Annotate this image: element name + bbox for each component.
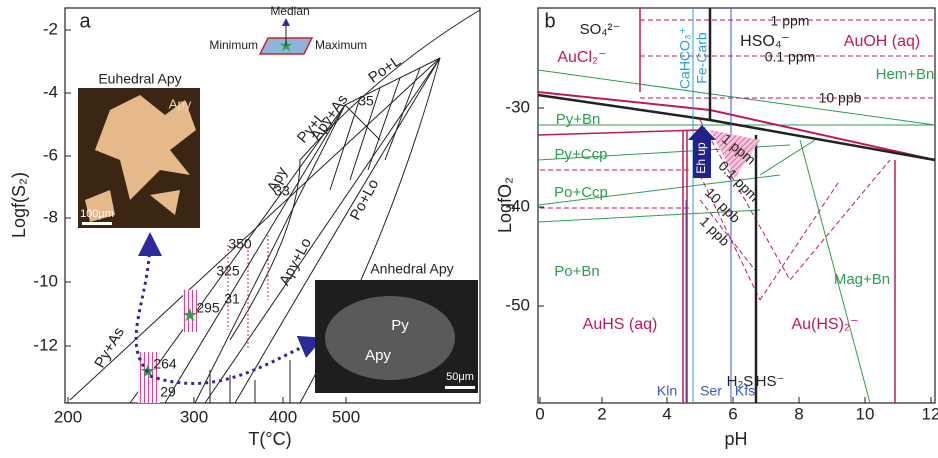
- x-tick-label: 500: [332, 407, 360, 426]
- scale-bar: [82, 222, 112, 225]
- scale-label: 100μm: [80, 208, 114, 220]
- contour-label: 1 ppm: [771, 13, 810, 29]
- x-tick-label: 400: [269, 407, 297, 426]
- y-axis-label: Logf(S₂): [9, 172, 29, 238]
- inset-title: Euhedral Apy: [98, 71, 181, 87]
- assemblage-label: Py+Bn: [556, 111, 601, 128]
- inset-title: Anhedral Apy: [370, 261, 453, 277]
- y-tick-label: -50: [505, 295, 530, 314]
- x-tick-label: 200: [54, 407, 82, 426]
- x-tick-label: 2: [597, 404, 606, 423]
- contour-label: 0.1 ppm: [765, 49, 816, 65]
- assemblage-label: Po+Bn: [554, 263, 599, 280]
- assemblage-label: Hem+Bn: [876, 66, 935, 83]
- contour-label: 33: [274, 183, 290, 199]
- field-label: Po+Lo: [347, 176, 383, 223]
- assemblage-label: Mag+Bn: [834, 271, 890, 288]
- contour-label: 325: [216, 263, 240, 279]
- legend-label: Median: [270, 4, 309, 18]
- species-label: HSO₄⁻: [740, 33, 790, 50]
- species-label: Au(HS)₂⁻: [791, 316, 858, 333]
- field-label: Apy+Lo: [276, 235, 315, 288]
- scale-label: 50μm: [446, 371, 474, 383]
- x-tick-label: 4: [662, 404, 671, 423]
- x-axis-label: T(°C): [248, 429, 291, 449]
- mineral-label: Ser: [700, 383, 722, 399]
- y-axis-label: LogfO₂: [495, 177, 515, 233]
- arrow-label: Eh up: [694, 142, 708, 174]
- x-axis-label: pH: [724, 429, 747, 449]
- contour-label: 29: [160, 384, 176, 400]
- x-tick-label: 300: [180, 407, 208, 426]
- x-tick-label: 12: [922, 404, 938, 423]
- panel-a-lines: ★ ★ ★: [65, 8, 480, 403]
- species-label: AuOH (aq): [844, 33, 920, 50]
- mineral-label: Apy: [365, 347, 391, 364]
- field-label: Py+As: [91, 325, 128, 371]
- y-tick-label: -12: [33, 335, 58, 354]
- mineral-label: Apy: [169, 96, 192, 111]
- panel-label: a: [79, 10, 91, 32]
- mineral-label: Py: [391, 317, 409, 334]
- scale-bar: [445, 386, 475, 389]
- assemblage-label: Py+Ccp: [555, 146, 608, 163]
- x-tick-label: 0: [535, 404, 544, 423]
- species-label: Fe-Carb: [694, 32, 710, 84]
- x-tick-label: 8: [794, 404, 803, 423]
- y-tick-label: -4: [43, 82, 58, 101]
- contour-label: 350: [228, 236, 252, 252]
- y-tick-label: -10: [33, 271, 58, 290]
- species-label: AuCl₂⁻: [557, 49, 606, 66]
- contour-label: 35: [358, 93, 374, 109]
- species-label: SO₄²⁻: [580, 21, 621, 38]
- contour-label: 264: [153, 356, 177, 372]
- legend-label: Minimum: [209, 38, 258, 52]
- legend-label: Maximum: [315, 38, 367, 52]
- contour-label: 31: [224, 291, 240, 307]
- x-tick-label: 10: [856, 404, 875, 423]
- y-tick-label: -2: [43, 19, 58, 38]
- y-tick-label: -6: [43, 145, 58, 164]
- panel-label: b: [544, 10, 555, 32]
- grain: [325, 296, 455, 380]
- contour-label: 10 ppb: [819, 90, 862, 106]
- assemblage-label: Po+Ccp: [554, 184, 608, 201]
- species-label: AuHS (aq): [583, 316, 658, 333]
- y-tick-label: -8: [43, 207, 58, 226]
- species-label: HS⁻: [756, 373, 785, 390]
- x-tick-label: 6: [728, 404, 737, 423]
- species-label: CaHCO₃⁺: [677, 27, 693, 89]
- mineral-label: Kln: [657, 383, 677, 399]
- y-tick-label: -30: [505, 97, 530, 116]
- contour-label: 295: [196, 300, 220, 316]
- mineral-label: Kfs: [735, 383, 755, 399]
- arrow: [136, 238, 150, 372]
- figure: ★ ★ ★ a -2 -4 -6 -8 -10 -12 200 300 400 500 Logf(S₂…: [0, 0, 938, 453]
